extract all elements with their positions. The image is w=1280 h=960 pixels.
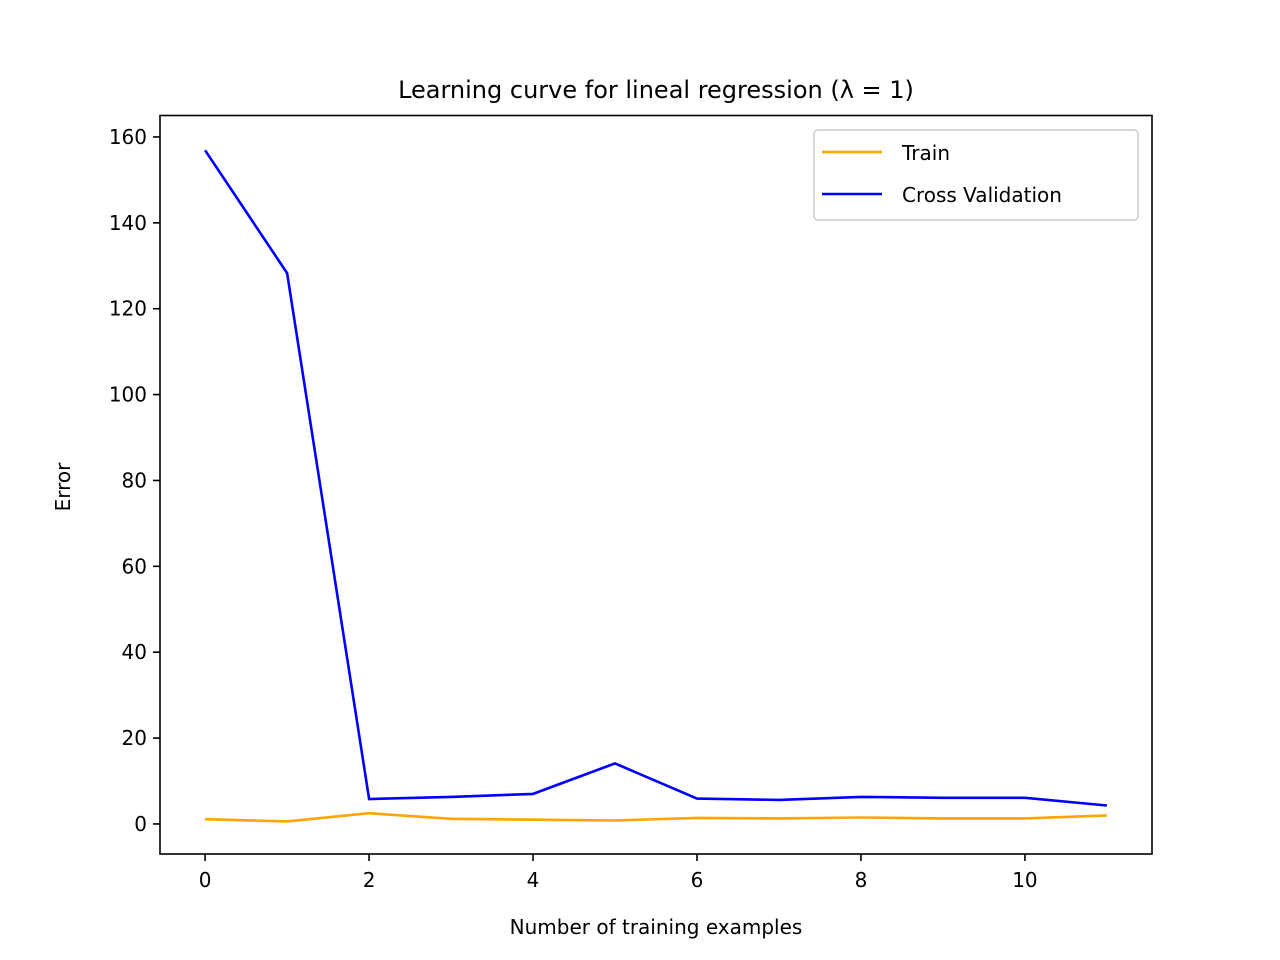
- y-tick-label: 100: [109, 383, 147, 407]
- y-tick-label: 140: [109, 211, 147, 235]
- x-tick-label: 4: [527, 868, 540, 892]
- y-axis-ticks: 0 20 40 60 80 100 120 140 160: [109, 125, 160, 836]
- y-axis-label: Error: [51, 462, 75, 512]
- y-tick-label: 80: [122, 468, 147, 492]
- x-tick-label: 6: [691, 868, 704, 892]
- x-tick-label: 0: [199, 868, 212, 892]
- legend: Train Cross Validation: [813, 129, 1139, 221]
- y-tick-label: 0: [134, 812, 147, 836]
- axes-frame: [159, 114, 1153, 855]
- x-axis-label: Number of training examples: [510, 915, 803, 939]
- series-line-cross-validation: [204, 149, 1108, 807]
- legend-label-cross-validation: Cross Validation: [902, 183, 1062, 207]
- legend-label-train: Train: [901, 141, 950, 165]
- y-tick-label: 40: [122, 640, 147, 664]
- series-line-train: [205, 811, 1107, 823]
- x-tick-label: 2: [363, 868, 376, 892]
- y-tick-label: 20: [122, 726, 147, 750]
- chart-title: Learning curve for lineal regression (λ …: [398, 76, 914, 104]
- x-axis-ticks: 0 2 4 6 8 10: [199, 854, 1038, 892]
- y-tick-label: 60: [122, 554, 147, 578]
- x-tick-label: 10: [1012, 868, 1037, 892]
- series-layer: [204, 149, 1108, 823]
- legend-box: [813, 129, 1139, 221]
- y-tick-label: 160: [109, 125, 147, 149]
- plot-area: [159, 114, 1153, 855]
- y-tick-label: 120: [109, 297, 147, 321]
- x-tick-label: 8: [855, 868, 868, 892]
